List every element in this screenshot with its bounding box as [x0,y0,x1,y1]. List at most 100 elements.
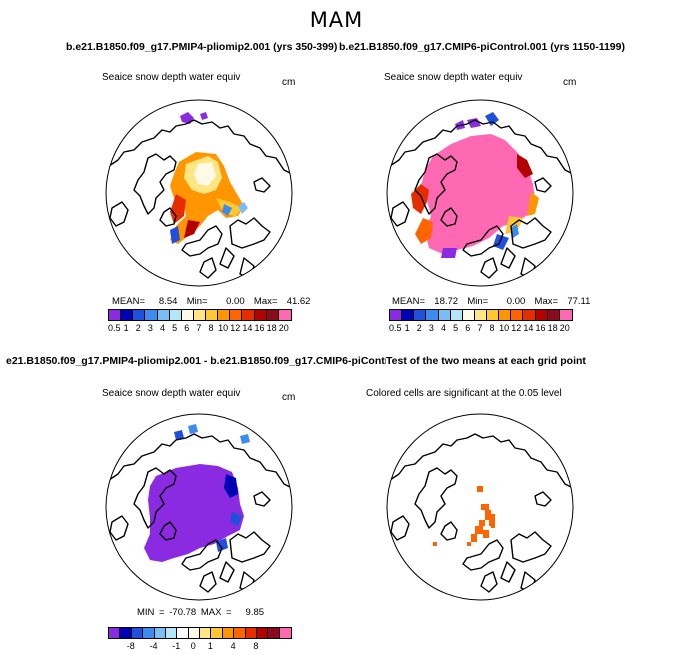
colorbar-swatch [523,310,536,320]
colorbar-swatch [211,628,223,638]
colorbar-tick-label: 4 [441,323,447,333]
difference-field [144,464,244,562]
bottom-left-heading: e21.B1850.f09_g17.PMIP4-pliomip2.001 - b… [6,355,386,367]
colorbar-swatch [145,310,158,320]
colorbar-tick-label: 3 [147,323,153,333]
top-right-unit: cm [563,77,577,88]
top-left-stats: MEAN= 8.54 Min= 0.00 Max= 41.62 [112,296,311,307]
colorbar-swatch [245,628,257,638]
colorbar-tick-label: 20 [559,323,570,333]
colorbar-swatch [547,310,560,320]
colorbar-tick-label: 6 [465,323,471,333]
colorbar-tick-label: 4 [160,323,166,333]
colorbar-tick-label: 8 [253,641,259,651]
colorbar-tick-label: -8 [126,641,135,651]
colorbar-swatch [487,310,500,320]
colorbar-top-right [389,309,573,321]
colorbar-tick-label: 18 [266,323,277,333]
colorbar-swatch [133,310,146,320]
colorbar-swatch [120,628,132,638]
colorbar-swatch [222,628,235,638]
colorbar-bottom-left-labels: -8 -4 -1 0 1 4 8 [108,641,292,653]
colorbar-swatch [177,628,189,638]
colorbar-swatch [278,310,291,320]
colorbar-swatch [218,310,231,320]
snow-field [421,134,535,254]
top-left-variable-label: Seaice snow depth water equiv [102,72,241,83]
colorbar-tick-label: 1 [207,641,213,651]
colorbar-tick-label: 12 [511,323,522,333]
map-bottom-left [105,413,293,601]
colorbar-swatch [279,628,291,638]
colorbar-tick-label: 8 [208,323,214,333]
colorbar-swatch [254,310,267,320]
colorbar-swatch [188,628,200,638]
colorbar-swatch [462,310,475,320]
colorbar-swatch [154,628,166,638]
colorbar-swatch [535,310,548,320]
colorbar-swatch [268,628,280,638]
colorbar-tick-label: 3 [428,323,434,333]
colorbar-swatch [109,310,122,320]
map-top-left [105,99,293,287]
colorbar-swatch [438,310,451,320]
colorbar-tick-label: 16 [535,323,546,333]
colorbar-swatch [121,310,134,320]
top-right-stats: MEAN= 18.72 Min= 0.00 Max= 77.11 [392,296,591,307]
colorbar-swatch [169,310,182,320]
colorbar-tick-label: -1 [172,641,181,651]
colorbar-tick-label: 20 [278,323,289,333]
colorbar-swatch [157,310,170,320]
colorbar-swatch [266,310,279,320]
colorbar-swatch [206,310,219,320]
colorbar-tick-label: 5 [453,323,459,333]
colorbar-swatch [450,310,463,320]
bottom-left-variable-label: Seaice snow depth water equiv [102,388,241,399]
map-bottom-right [386,413,574,601]
colorbar-swatch [230,310,243,320]
map-top-right [386,99,574,287]
top-left-unit: cm [282,77,296,88]
colorbar-top-right-labels: 0.5 1 2 3 4 5 6 7 8 10 12 14 16 18 20 [389,323,573,333]
colorbar-tick-label: 2 [416,323,422,333]
top-left-heading: b.e21.B1850.f09_g17.PMIP4-pliomip2.001 (… [66,41,338,53]
colorbar-tick-label: -4 [149,641,158,651]
colorbar-tick-label: 7 [196,323,202,333]
colorbar-swatch [390,310,403,320]
colorbar-tick-label: 10 [218,323,229,333]
colorbar-swatch [165,628,178,638]
colorbar-swatch [256,628,269,638]
colorbar-swatch [414,310,427,320]
colorbar-swatch [474,310,487,320]
colorbar-tick-label: 10 [499,323,510,333]
bottom-right-heading: Test of the two means at each grid point [386,355,586,367]
colorbar-tick-label: 0 [190,641,196,651]
bottom-right-variable-label: Colored cells are significant at the 0.0… [366,388,562,399]
bottom-left-stats: MIN = -70.78 MAX = 9.85 [137,607,265,618]
colorbar-swatch [426,310,439,320]
colorbar-tick-label: 2 [135,323,141,333]
colorbar-top-left [108,309,292,321]
colorbar-swatch [181,310,194,320]
colorbar-swatch [109,628,121,638]
colorbar-swatch [193,310,206,320]
colorbar-tick-label: 14 [242,323,253,333]
colorbar-swatch [143,628,155,638]
colorbar-swatch [559,310,572,320]
colorbar-tick-label: 1 [404,323,410,333]
colorbar-tick-label: 8 [489,323,495,333]
colorbar-tick-label: 0.5 [389,323,402,333]
colorbar-swatch [234,628,246,638]
colorbar-swatch [131,628,144,638]
colorbar-top-left-labels: 0.5 1 2 3 4 5 6 7 8 10 12 14 16 18 20 [108,323,292,333]
colorbar-tick-label: 1 [123,323,129,333]
colorbar-tick-label: 4 [230,641,236,651]
colorbar-swatch [200,628,212,638]
colorbar-swatch [499,310,512,320]
colorbar-swatch [242,310,255,320]
top-right-variable-label: Seaice snow depth water equiv [384,72,523,83]
bottom-left-unit: cm [282,392,296,403]
colorbar-tick-label: 16 [254,323,265,333]
colorbar-tick-label: 0.5 [108,323,121,333]
colorbar-swatch [402,310,415,320]
